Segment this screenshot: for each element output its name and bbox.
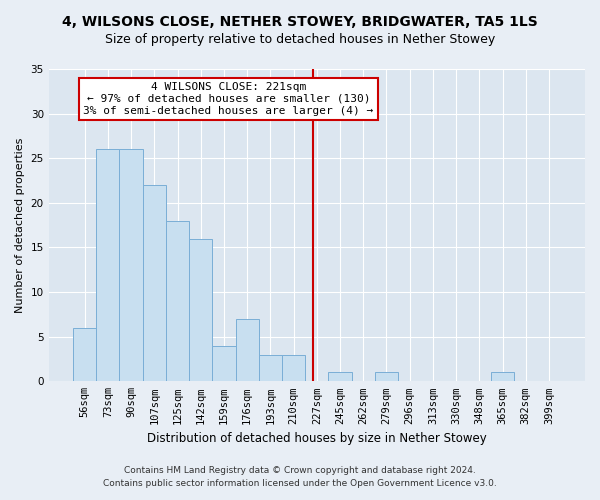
Bar	[375, 372, 398, 382]
Text: Contains HM Land Registry data © Crown copyright and database right 2024.
Contai: Contains HM Land Registry data © Crown c…	[103, 466, 497, 487]
Bar	[259, 354, 282, 382]
Bar	[73, 328, 96, 382]
Bar	[166, 220, 189, 382]
Text: 4 WILSONS CLOSE: 221sqm
← 97% of detached houses are smaller (130)
3% of semi-de: 4 WILSONS CLOSE: 221sqm ← 97% of detache…	[83, 82, 374, 116]
Bar	[236, 319, 259, 382]
X-axis label: Distribution of detached houses by size in Nether Stowey: Distribution of detached houses by size …	[147, 432, 487, 445]
Bar	[212, 346, 236, 382]
Bar	[143, 185, 166, 382]
Bar	[491, 372, 514, 382]
Bar	[189, 238, 212, 382]
Y-axis label: Number of detached properties: Number of detached properties	[15, 138, 25, 313]
Text: 4, WILSONS CLOSE, NETHER STOWEY, BRIDGWATER, TA5 1LS: 4, WILSONS CLOSE, NETHER STOWEY, BRIDGWA…	[62, 15, 538, 29]
Bar	[328, 372, 352, 382]
Bar	[96, 150, 119, 382]
Text: Size of property relative to detached houses in Nether Stowey: Size of property relative to detached ho…	[105, 32, 495, 46]
Bar	[282, 354, 305, 382]
Bar	[119, 150, 143, 382]
